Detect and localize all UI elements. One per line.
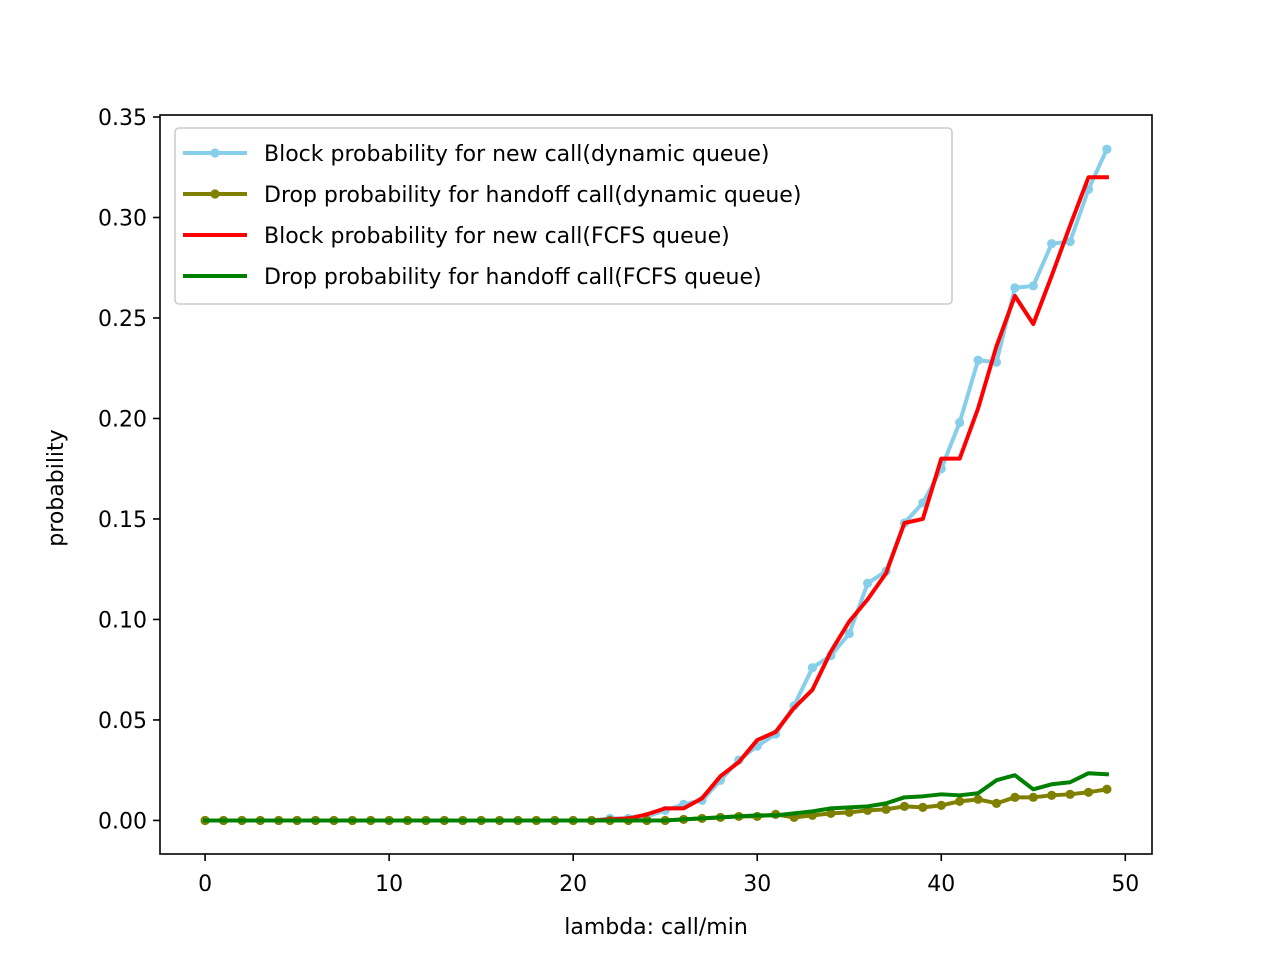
series-0-point bbox=[1028, 281, 1038, 291]
y-tick-label: 0.20 bbox=[98, 407, 147, 432]
x-axis-label: lambda: call/min bbox=[564, 915, 748, 940]
series-0-point bbox=[807, 663, 818, 673]
x-tick-label: 30 bbox=[743, 872, 771, 897]
series-1-point bbox=[1047, 790, 1057, 800]
series-0-point bbox=[1102, 144, 1112, 154]
legend-label-2: Block probability for new call(FCFS queu… bbox=[264, 224, 730, 249]
x-tick-label: 50 bbox=[1111, 872, 1139, 897]
legend: Block probability for new call(dynamic q… bbox=[174, 127, 953, 305]
y-tick-label: 0.30 bbox=[98, 206, 147, 231]
y-tick-label: 0.35 bbox=[98, 106, 147, 131]
y-tick-label: 0.10 bbox=[98, 608, 147, 633]
y-tick-label: 0.25 bbox=[98, 307, 147, 332]
series-1-point bbox=[899, 801, 910, 811]
series-0-point bbox=[1047, 239, 1057, 249]
series-1-point bbox=[1083, 787, 1094, 797]
series-0-point bbox=[863, 578, 873, 588]
legend-box bbox=[174, 127, 953, 305]
plot-frame bbox=[159, 114, 1153, 855]
legend-marker-0 bbox=[210, 148, 220, 158]
series-1-point bbox=[1065, 789, 1075, 799]
series-1-point bbox=[826, 808, 836, 819]
series-0-point bbox=[973, 355, 983, 365]
series-0-point bbox=[1010, 283, 1020, 293]
x-tick-label: 0 bbox=[198, 872, 212, 897]
legend-label-3: Drop probability for handoff call(FCFS q… bbox=[264, 265, 762, 290]
series-1-point bbox=[1010, 792, 1020, 802]
x-axis: 0 10 20 30 40 50 bbox=[198, 854, 1139, 897]
series-1-point bbox=[1102, 784, 1112, 794]
series-0-point bbox=[955, 417, 965, 428]
legend-label-0: Block probability for new call(dynamic q… bbox=[264, 142, 770, 167]
series-0-point bbox=[844, 628, 854, 639]
series-1-point bbox=[955, 796, 965, 806]
series-1-point bbox=[844, 807, 854, 818]
series-1-point bbox=[881, 804, 891, 814]
x-tick-label: 20 bbox=[559, 872, 587, 897]
y-tick-label: 0.00 bbox=[98, 809, 147, 834]
series-0-point bbox=[1065, 237, 1075, 247]
legend-label-1: Drop probability for handoff call(dynami… bbox=[264, 183, 801, 208]
x-tick-label: 40 bbox=[927, 872, 955, 897]
y-axis-label: probability bbox=[44, 429, 69, 546]
series-layer bbox=[200, 144, 1112, 826]
x-tick-label: 10 bbox=[375, 872, 403, 897]
series-line-3 bbox=[203, 771, 1110, 823]
series-1-point bbox=[973, 794, 983, 804]
y-axis: 0.00 0.05 0.10 0.15 0.20 0.25 0.30 0.35 bbox=[98, 106, 160, 834]
series-1-point bbox=[918, 802, 928, 812]
series-1-point bbox=[936, 800, 946, 810]
y-tick-label: 0.05 bbox=[98, 709, 147, 734]
legend-marker-1 bbox=[210, 189, 220, 199]
series-1-point bbox=[991, 798, 1002, 808]
series-1-point bbox=[1028, 792, 1038, 802]
y-tick-label: 0.15 bbox=[98, 508, 147, 533]
